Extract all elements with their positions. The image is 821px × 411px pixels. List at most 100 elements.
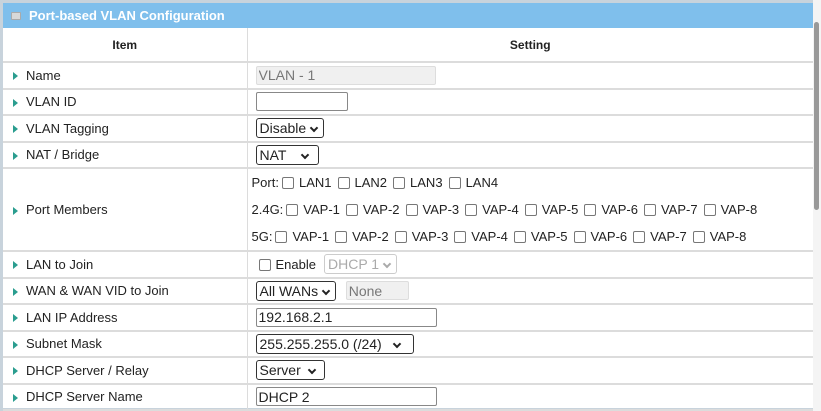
port-option-label: VAP-1 [292, 229, 330, 244]
g24-checkbox[interactable] [345, 203, 358, 216]
g24-label: 2.4G: [251, 202, 284, 217]
port-option-label: VAP-2 [352, 229, 389, 244]
dhcp-server-value: Server [259, 362, 301, 379]
port-option-label: VAP-7 [660, 202, 698, 217]
dhcp-server-select[interactable]: Server [255, 360, 325, 381]
arrow-icon [13, 287, 18, 296]
wan-select[interactable]: All WANs [255, 280, 337, 301]
port-option-label: LAN1 [298, 175, 332, 190]
panel-title: Port-based VLAN Configuration [29, 8, 225, 23]
panel-icon [11, 11, 21, 20]
lan-join-label: LAN to Join [26, 256, 94, 272]
subnet-mask-select[interactable]: 255.255.255.0 (/24) [255, 333, 414, 354]
vlan-tagging-select[interactable]: Disable [255, 118, 325, 139]
g24-checkbox[interactable] [643, 203, 656, 216]
setting-header: Setting [247, 28, 813, 63]
dhcp-name-input[interactable] [255, 387, 437, 407]
arrow-icon [13, 314, 18, 323]
g5-line: 5G: VAP-1 VAP-2 VAP-3 VAP-4 VAP-5 VAP-6 VAP-7 VA… [252, 223, 814, 250]
g24-checkbox[interactable] [584, 203, 597, 216]
port-option-label: VAP-4 [482, 202, 519, 217]
arrow-icon [13, 151, 18, 160]
vlan-id-input[interactable] [255, 92, 348, 112]
subnet-mask-label: Subnet Mask [26, 336, 102, 352]
arrow-icon [13, 72, 18, 81]
wan-vid-input[interactable] [345, 281, 409, 301]
port-option-label: LAN4 [465, 175, 499, 190]
port-option-label: VAP-2 [362, 202, 400, 217]
lan-checkbox[interactable] [337, 176, 350, 189]
nat-bridge-label: NAT / Bridge [26, 147, 100, 163]
port-option-label: VAP-6 [590, 229, 628, 244]
vlan-id-label: VLAN ID [26, 94, 77, 110]
wan-join-label: WAN & WAN VID to Join [26, 283, 169, 299]
g5-checkbox[interactable] [394, 230, 407, 243]
port-option-label: LAN2 [354, 175, 388, 190]
nat-bridge-select[interactable]: NAT [255, 144, 319, 165]
port-option-label: VAP-1 [303, 202, 340, 217]
g24-checkbox[interactable] [405, 203, 418, 216]
chevron-down-icon [309, 123, 319, 133]
dhcp-name-label: DHCP Server Name [26, 389, 143, 405]
dhcp-join-value: DHCP 1 [327, 256, 380, 273]
chevron-down-icon [307, 365, 316, 375]
dhcp-server-label: DHCP Server / Relay [26, 362, 149, 378]
arrow-icon [13, 367, 18, 376]
g24-line: 2.4G: VAP-1 VAP-2 VAP-3 VAP-4 VAP-5 VAP-6 VAP-7… [252, 196, 814, 223]
port-members-label: Port Members [26, 202, 108, 217]
chevron-down-icon [382, 259, 392, 269]
lan-ip-label: LAN IP Address [26, 309, 118, 325]
enable-label: Enable [275, 257, 316, 273]
arrow-icon [13, 206, 18, 215]
wan-value: All WANs [259, 282, 319, 299]
vlan-tagging-value: Disable [259, 120, 307, 137]
chevron-down-icon [301, 150, 310, 159]
port-option-label: VAP-4 [471, 229, 508, 244]
port-option-label: VAP-8 [709, 229, 747, 244]
lan-checkbox[interactable] [281, 176, 294, 189]
arrow-icon [13, 98, 18, 107]
panel-title-bar: Port-based VLAN Configuration [3, 3, 813, 28]
g5-checkbox[interactable] [513, 230, 526, 243]
g24-checkbox[interactable] [703, 203, 716, 216]
g5-checkbox[interactable] [633, 230, 646, 243]
port-option-label: VAP-3 [411, 229, 449, 244]
lan-checkbox[interactable] [393, 176, 406, 189]
vlan-tagging-label: VLAN Tagging [26, 120, 109, 136]
port-option-label: VAP-5 [530, 229, 568, 244]
port-option-label: VAP-3 [422, 202, 460, 217]
item-header: Item [3, 28, 248, 63]
g24-checkbox[interactable] [524, 203, 537, 216]
arrow-icon [13, 393, 18, 402]
chevron-down-icon [321, 286, 331, 295]
g24-checkbox[interactable] [465, 203, 478, 216]
nat-bridge-value: NAT [259, 146, 287, 163]
dhcp-join-select[interactable]: DHCP 1 [323, 254, 398, 275]
g5-checkbox[interactable] [692, 230, 705, 243]
enable-checkbox[interactable] [258, 258, 271, 271]
g24-checkbox[interactable] [286, 203, 299, 216]
scrollbar-thumb[interactable] [814, 22, 819, 210]
arrow-icon [13, 340, 18, 349]
g5-checkbox[interactable] [335, 230, 348, 243]
subnet-mask-value: 255.255.255.0 (/24) [259, 335, 382, 352]
port-label: Port: [251, 175, 279, 190]
port-option-label: LAN3 [410, 175, 443, 190]
name-label: Name [26, 67, 61, 83]
port-option-label: VAP-6 [601, 202, 638, 217]
name-input[interactable] [255, 65, 436, 85]
arrow-icon [13, 261, 18, 270]
g5-checkbox[interactable] [275, 230, 288, 243]
port-option-label: VAP-7 [650, 229, 687, 244]
lan-ip-input[interactable] [255, 307, 437, 327]
arrow-icon [13, 125, 18, 134]
lan-checkbox[interactable] [448, 176, 461, 189]
g5-checkbox[interactable] [573, 230, 586, 243]
port-option-label: VAP-8 [720, 202, 758, 217]
port-line: Port: LAN1 LAN2 LAN3 LAN4 [252, 169, 814, 196]
chevron-down-icon [392, 339, 401, 348]
scrollbar[interactable] [813, 0, 821, 411]
g5-checkbox[interactable] [454, 230, 467, 243]
